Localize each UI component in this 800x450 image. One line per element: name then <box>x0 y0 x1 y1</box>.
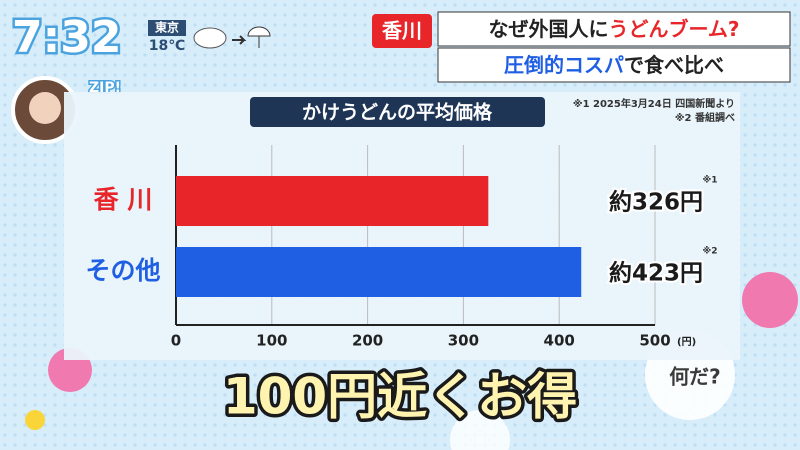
decor <box>25 410 45 430</box>
headline-part: 圧倒的コスパ <box>504 53 624 77</box>
bar <box>176 247 582 297</box>
temperature: 18℃ <box>149 38 185 54</box>
clock: 7:32 <box>12 12 121 63</box>
arrow-icon <box>232 35 247 45</box>
city-box <box>148 20 186 36</box>
decor <box>450 410 510 450</box>
note: ※2 番組調べ <box>675 111 735 124</box>
headline-box <box>437 47 791 83</box>
caption: 100円近くお得 <box>223 368 577 426</box>
tag-box <box>372 14 432 48</box>
x-tick-label: 300 <box>448 332 479 350</box>
x-unit: (円) <box>677 336 696 348</box>
bar <box>176 176 489 226</box>
value-label: 約423円 <box>609 260 703 287</box>
chart-title: かけうどんの平均価格 <box>302 101 493 124</box>
decor <box>742 272 798 328</box>
x-tick-label: 400 <box>544 332 575 350</box>
headline: 圧倒的コスパで食べ比べ <box>504 53 724 77</box>
value-note: ※2 <box>702 246 717 257</box>
corner-logo: 何だ? <box>669 365 721 389</box>
value-label: 約326円 <box>609 189 703 216</box>
headline: なぜ外国人にうどんブーム? <box>488 17 739 41</box>
tag: 香川 <box>382 19 422 43</box>
x-tick-label: 0 <box>171 332 181 350</box>
city: 東京 <box>155 20 179 35</box>
x-tick-label: 100 <box>256 332 287 350</box>
presenter-face <box>29 92 61 124</box>
headline-box <box>437 11 791 47</box>
umbrella-icon <box>247 26 271 48</box>
headline-part: うどんブーム? <box>608 17 739 41</box>
category-label: その他 <box>85 256 160 285</box>
plot: 0 100 200 300 400 500 (円) 香 川 約326円 ※1 その他 約423円 ※2 <box>85 145 718 350</box>
x-tick-label: 200 <box>352 332 383 350</box>
note: ※1 2025年3月24日 四国新聞より <box>573 97 735 110</box>
x-tick-label: 500 <box>639 332 670 350</box>
headline-part: で食べ比べ <box>624 53 724 77</box>
value-note: ※1 <box>702 175 717 186</box>
cloud-icon <box>193 27 227 49</box>
title-box <box>250 97 545 127</box>
category-label: 香 川 <box>94 185 153 214</box>
headline-part: なぜ外国人に <box>488 17 608 41</box>
